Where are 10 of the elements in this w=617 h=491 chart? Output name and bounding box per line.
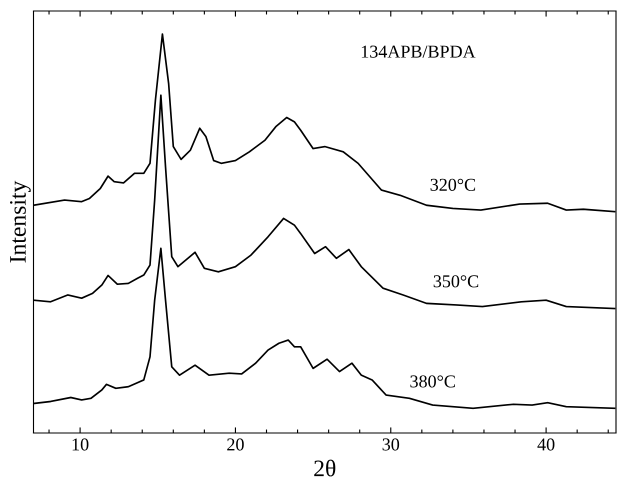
x-tick-label: 40 — [537, 438, 554, 451]
series-label: 350°C — [434, 275, 478, 288]
x-axis-title: 2θ — [314, 460, 336, 476]
chart-title: 134APB/BPDA — [362, 46, 476, 58]
x-tick-label: 10 — [72, 438, 88, 451]
series-label: 320°C — [430, 178, 476, 191]
series-label: 380°C — [410, 375, 455, 388]
x-tick-label: 30 — [382, 438, 400, 451]
x-tick-label: 20 — [227, 438, 244, 451]
y-axis-title: Intensity — [10, 180, 31, 262]
